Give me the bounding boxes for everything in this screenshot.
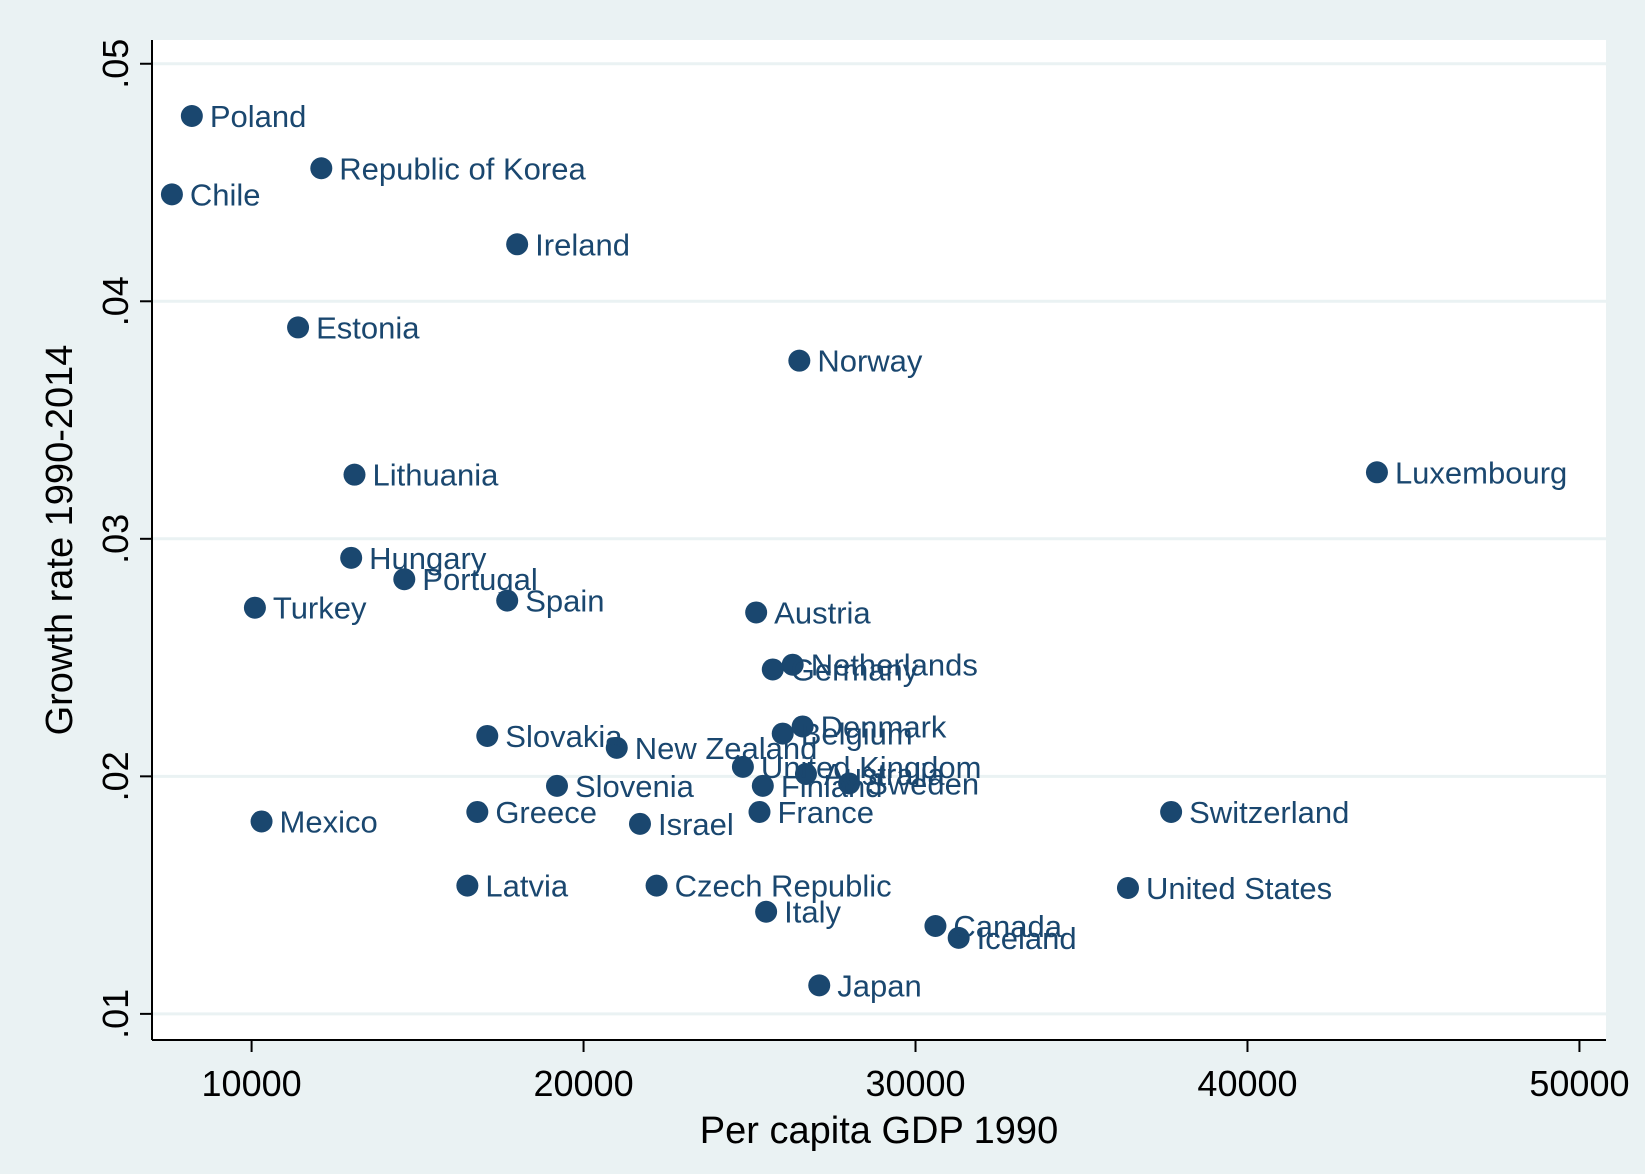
data-point-label: Iceland (977, 921, 1077, 956)
data-point (160, 183, 183, 206)
data-point (496, 589, 519, 612)
data-point-label: Greece (495, 795, 597, 830)
data-point (343, 463, 366, 486)
data-point-label: United States (1146, 871, 1332, 906)
data-point-label: Finland (781, 769, 883, 804)
x-axis-ticks: 10000 20000 30000 40000 50000 (202, 1040, 1629, 1104)
data-point (506, 233, 529, 256)
x-axis-title: Per capita GDP 1990 (700, 1110, 1058, 1152)
x-tick-label: 30000 (865, 1063, 965, 1104)
data-point-label: France (777, 795, 873, 830)
data-point (628, 812, 651, 835)
data-point-label: Lithuania (372, 458, 499, 493)
data-point-label: Netherlands (811, 648, 978, 683)
data-point (761, 658, 784, 681)
data-point-label: Israel (658, 807, 734, 842)
data-point-label: Canada (953, 909, 1062, 944)
data-point (250, 810, 273, 833)
data-point-label: Turkey (273, 591, 367, 626)
data-point (393, 568, 416, 591)
data-point (605, 736, 628, 759)
data-point (340, 546, 363, 569)
data-point-label: Estonia (316, 310, 420, 345)
y-tick-label: .02 (95, 751, 136, 801)
data-point-label: Italy (784, 895, 841, 930)
data-point (180, 105, 203, 128)
data-point (748, 800, 771, 823)
data-point-label: Sweden (867, 766, 979, 801)
data-point (1116, 876, 1139, 899)
data-point-label: Portugal (422, 562, 537, 597)
data-point (771, 722, 794, 745)
gridlines (152, 62, 1606, 1016)
y-axis-title: Growth rate 1990-2014 (39, 345, 81, 736)
data-point (1365, 461, 1388, 484)
data-point (745, 601, 768, 624)
data-point-label: Hungary (369, 541, 487, 576)
data-point-label: Norway (817, 344, 923, 379)
data-point (808, 974, 831, 997)
data-point-label: Mexico (280, 804, 378, 839)
data-point-label: Denmark (821, 709, 947, 744)
data-point (794, 762, 817, 785)
data-point-label: Luxembourg (1395, 455, 1567, 490)
data-point (751, 774, 774, 797)
data-point-label: Chile (190, 177, 261, 212)
data-point-label: Austria (774, 595, 871, 630)
data-point (466, 800, 489, 823)
x-tick-label: 40000 (1197, 1063, 1297, 1104)
y-tick-label: .01 (95, 989, 136, 1039)
data-points (160, 105, 1388, 997)
data-point-label: New Zealand (635, 731, 818, 766)
data-point (924, 914, 947, 937)
data-point-label: Australia (824, 757, 945, 792)
data-point-label: Spain (525, 584, 604, 619)
y-tick-label: .03 (95, 514, 136, 564)
data-point-label: Republic of Korea (339, 151, 586, 186)
data-point-label: Poland (210, 99, 307, 134)
data-point-label: Switzerland (1189, 795, 1349, 830)
data-point (310, 157, 333, 180)
data-point-label: Germany (791, 652, 919, 687)
data-point (243, 596, 266, 619)
y-axis-ticks: .01 .02 .03 .04 .05 (95, 39, 152, 1039)
data-point-label: Slovenia (575, 769, 695, 804)
x-tick-label: 20000 (533, 1063, 633, 1104)
data-point (791, 715, 814, 738)
x-tick-label: 10000 (202, 1063, 302, 1104)
data-point (947, 926, 970, 949)
data-point (456, 874, 479, 897)
data-point-label: Slovakia (505, 719, 623, 754)
data-point-label: Ireland (535, 227, 630, 262)
x-tick-label: 50000 (1529, 1063, 1629, 1104)
data-point (1160, 800, 1183, 823)
y-tick-label: .04 (95, 276, 136, 326)
data-point (838, 772, 861, 795)
data-point (287, 316, 310, 339)
data-point (476, 724, 499, 747)
data-point-label: Belgium (801, 717, 913, 752)
data-point (731, 755, 754, 778)
data-point (781, 653, 804, 676)
point-labels: Poland Republic of Korea Chile Ireland Eston… (190, 99, 1567, 1003)
data-point-label: United Kingdom (761, 750, 982, 785)
data-point (788, 349, 811, 372)
data-point-label: Japan (837, 968, 921, 1003)
data-point (645, 874, 668, 897)
data-point-label: Czech Republic (675, 869, 892, 904)
data-point (755, 900, 778, 923)
y-tick-label: .05 (95, 39, 136, 89)
data-point-label: Latvia (485, 869, 568, 904)
data-point (545, 774, 568, 797)
